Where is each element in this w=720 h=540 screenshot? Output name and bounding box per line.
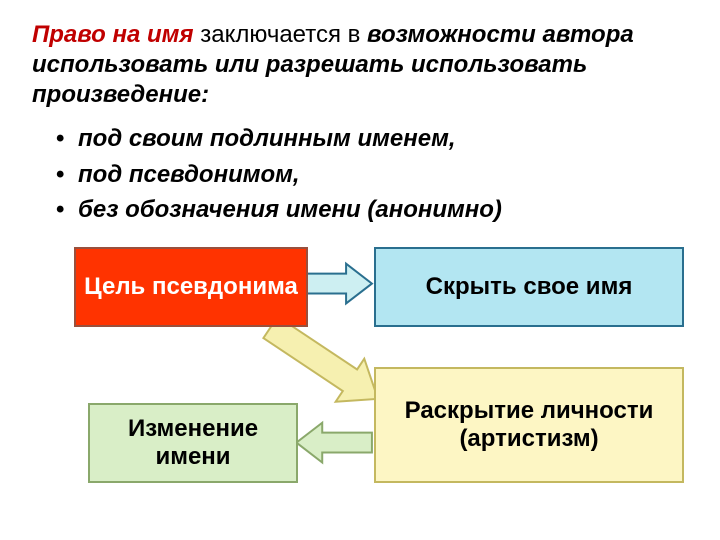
box-name-change: Изменение имени [88,403,298,483]
arrow [263,316,378,401]
intro-mid: заключается в [194,21,367,48]
box-label: Изменение имени [90,411,296,475]
arrow [306,263,372,303]
list-item: под псевдонимом, [56,158,688,192]
slide-root: Право на имя заключается в возможности а… [0,0,720,540]
box-pseudonym-goal: Цель псевдонима [74,247,308,327]
intro-lead: Право на имя [32,21,194,48]
diagram-area: Цель псевдонима Скрыть свое имя Изменени… [32,247,688,507]
list-item: без обозначения имени (анонимно) [56,193,688,227]
box-label: Скрыть свое имя [420,269,639,305]
box-identity-reveal: Раскрытие личности (артистизм) [374,367,684,483]
box-hide-name: Скрыть свое имя [374,247,684,327]
arrow [296,423,372,463]
box-label: Раскрытие личности (артистизм) [376,393,682,457]
list-item: под своим подлинным именем, [56,122,688,156]
bullet-list: под своим подлинным именем, под псевдони… [32,122,688,227]
intro-paragraph: Право на имя заключается в возможности а… [32,20,688,110]
box-label: Цель псевдонима [78,269,304,305]
